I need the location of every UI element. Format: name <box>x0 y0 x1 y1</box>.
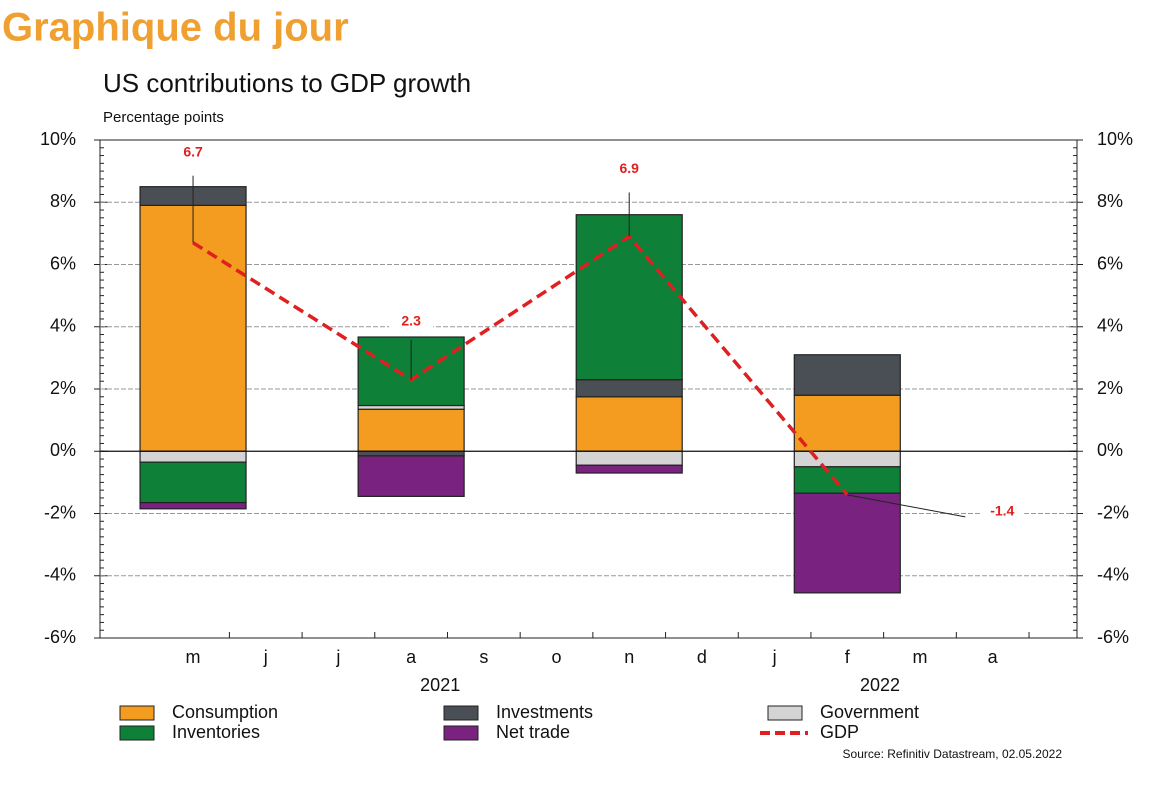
bar-segment <box>575 214 683 381</box>
y-tick-label: 10% <box>40 129 76 149</box>
x-tick-label: j <box>263 647 268 667</box>
y2-tick-label: 0% <box>1097 440 1123 460</box>
bar-segment <box>793 354 901 396</box>
x-tick-label: a <box>988 647 999 667</box>
y2-tick-label: 2% <box>1097 378 1123 398</box>
x-tick-label: m <box>912 647 927 667</box>
chart-subtitle: Percentage points <box>103 109 224 126</box>
legend-label: GDP <box>820 722 859 742</box>
x-tick-label: s <box>479 647 488 667</box>
y2-tick-label: 4% <box>1097 316 1123 336</box>
bar-segment <box>575 396 683 452</box>
chart-title: US contributions to GDP growth <box>103 68 471 98</box>
label-bg <box>980 499 1025 524</box>
legend-swatch <box>119 725 155 741</box>
legend-swatch <box>767 705 803 721</box>
bar-segment <box>575 379 683 398</box>
legend-swatch <box>443 725 479 741</box>
bar-segment <box>357 408 465 452</box>
x-tick-label: j <box>772 647 777 667</box>
bar-segment <box>793 394 901 452</box>
y2-tick-label: 6% <box>1097 253 1123 273</box>
gdp-line <box>192 234 849 496</box>
bar-segment <box>139 502 247 510</box>
gdp-label: 6.7 <box>183 143 203 159</box>
legend-label: Consumption <box>172 702 278 722</box>
x-tick-label: j <box>335 647 340 667</box>
legend-label: Inventories <box>172 722 260 742</box>
x-tick-label: m <box>186 647 201 667</box>
label-bg <box>389 309 434 334</box>
bar-segment <box>139 461 247 504</box>
legend-label: Net trade <box>496 722 570 742</box>
page-title: Graphique du jour <box>2 6 349 50</box>
bar-segment <box>139 450 247 463</box>
leader-line <box>847 494 966 518</box>
y-tick-label: -2% <box>44 502 76 522</box>
bar-segment <box>575 450 683 466</box>
label-bg <box>607 157 652 182</box>
y-tick-label: -6% <box>44 627 76 647</box>
gdp-label: 6.9 <box>619 160 639 176</box>
y2-tick-label: -6% <box>1097 627 1129 647</box>
year-label: 2022 <box>860 675 900 695</box>
y2-tick-label: 8% <box>1097 191 1123 211</box>
bar-segment <box>357 455 465 497</box>
bar-segment <box>793 466 901 494</box>
y2-tick-label: 10% <box>1097 129 1133 149</box>
source: Source: Refinitiv Datastream, 02.05.2022 <box>843 747 1063 761</box>
x-tick-label: o <box>552 647 562 667</box>
x-tick-label: n <box>624 647 634 667</box>
legend-swatch <box>119 705 155 721</box>
bar-segment <box>575 464 683 474</box>
bar-segment <box>357 450 465 457</box>
x-tick-label: d <box>697 647 707 667</box>
bar-segment <box>793 492 901 594</box>
y2-tick-label: -4% <box>1097 565 1129 585</box>
legend-label: Investments <box>496 702 593 722</box>
x-tick-label: f <box>845 647 851 667</box>
gdp-label: 2.3 <box>401 312 421 328</box>
y-tick-label: 8% <box>50 191 76 211</box>
legend-swatch <box>443 705 479 721</box>
y2-tick-label: -2% <box>1097 502 1129 522</box>
x-tick-label: a <box>406 647 417 667</box>
label-bg <box>171 140 216 165</box>
y-tick-label: 4% <box>50 316 76 336</box>
y-tick-label: 2% <box>50 378 76 398</box>
y-tick-label: 6% <box>50 253 76 273</box>
year-label: 2021 <box>420 675 460 695</box>
y-tick-label: -4% <box>44 565 76 585</box>
y-tick-label: 0% <box>50 440 76 460</box>
legend-label: Government <box>820 702 919 722</box>
gdp-label: -1.4 <box>990 503 1014 519</box>
